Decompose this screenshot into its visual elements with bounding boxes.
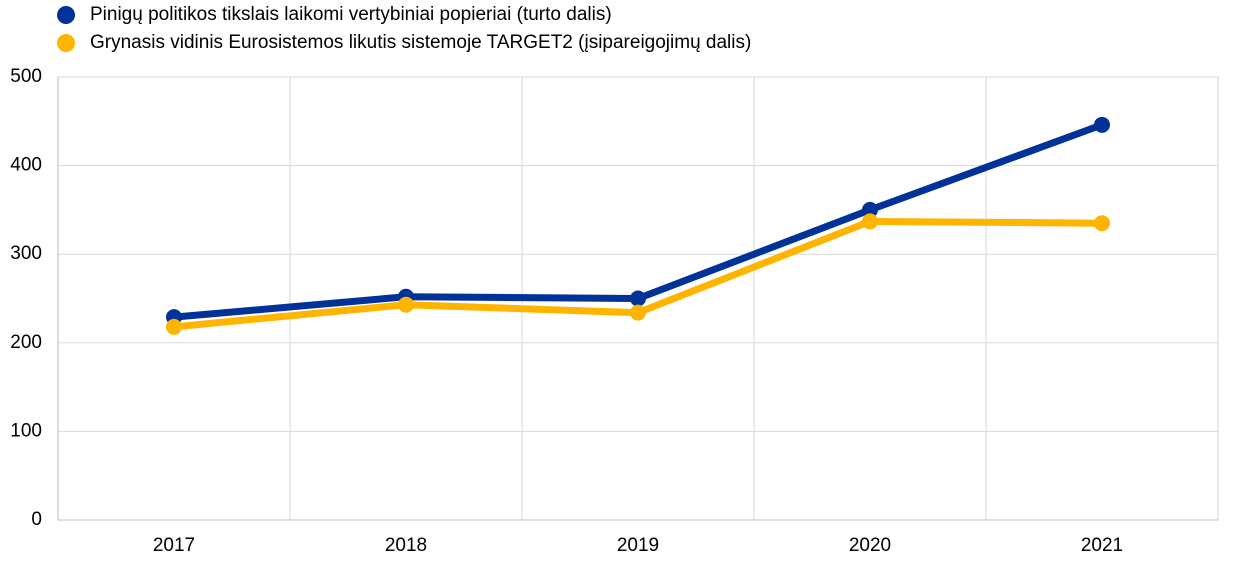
- data-point: [398, 296, 414, 313]
- x-tick-label: 2021: [1081, 535, 1123, 556]
- data-point: [862, 201, 878, 218]
- data-point: [166, 318, 182, 335]
- y-tick-label: 100: [10, 420, 42, 441]
- x-tick-label: 2018: [385, 535, 427, 556]
- legend-marker: [57, 6, 75, 24]
- legend-marker: [57, 34, 75, 52]
- data-point: [630, 290, 646, 307]
- x-tick-label: 2019: [617, 535, 659, 556]
- y-tick-label: 500: [10, 66, 42, 87]
- y-tick-label: 0: [31, 509, 42, 530]
- legend-label: Pinigų politikos tikslais laikomi vertyb…: [90, 4, 612, 25]
- legend-label: Grynasis vidinis Eurosistemos likutis si…: [90, 32, 751, 53]
- x-tick-label: 2017: [153, 535, 195, 556]
- y-tick-label: 300: [10, 243, 42, 264]
- data-point: [1094, 215, 1110, 232]
- y-tick-label: 400: [10, 155, 42, 176]
- data-point: [630, 304, 646, 321]
- y-tick-label: 200: [10, 332, 42, 353]
- data-point: [1094, 116, 1110, 133]
- data-point: [862, 213, 878, 230]
- x-tick-label: 2020: [849, 535, 891, 556]
